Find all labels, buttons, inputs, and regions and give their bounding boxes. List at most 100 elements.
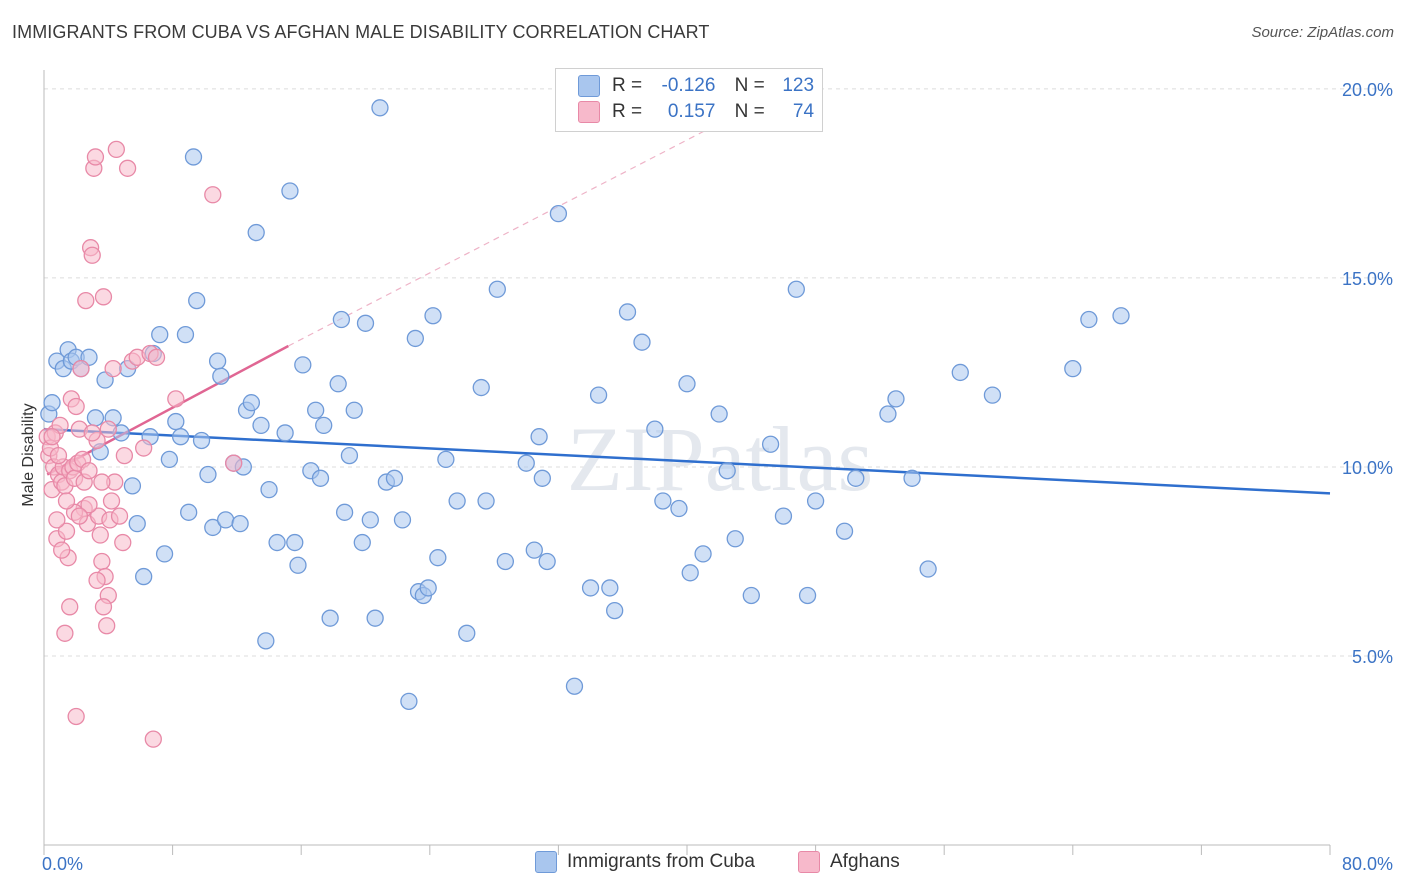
watermark: ZIPatlas (567, 408, 874, 510)
point-cuba (525, 541, 543, 559)
point-cuba (448, 492, 466, 510)
x-tick-label: 0.0% (42, 854, 83, 874)
point-cuba (242, 394, 261, 412)
trend-extension-afghans (288, 126, 713, 347)
point-cuba (393, 511, 412, 529)
bottom-legend-cuba: Immigrants from Cuba (535, 851, 755, 873)
point-afghans (114, 533, 132, 552)
point-afghans (94, 598, 113, 616)
legend-row-cuba: R = -0.126 N = 123 (578, 75, 814, 101)
point-cuba (315, 416, 333, 435)
point-afghans (43, 428, 61, 446)
point-afghans (67, 707, 85, 726)
point-cuba (798, 586, 817, 605)
legend-n-label: N = (734, 75, 765, 97)
legend-n-value: 74 (792, 101, 815, 123)
point-cuba (437, 450, 455, 469)
point-cuba (887, 390, 905, 408)
point-cuba (257, 632, 275, 650)
point-cuba (176, 325, 195, 344)
point-afghans (93, 552, 111, 571)
y-tick-label: 5.0% (1352, 647, 1393, 667)
point-afghans (49, 446, 68, 465)
point-cuba (606, 601, 624, 620)
point-cuba (276, 424, 294, 442)
point-cuba (135, 567, 153, 586)
chart-title: IMMIGRANTS FROM CUBA VS AFGHAN MALE DISA… (12, 22, 710, 42)
point-cuba (289, 556, 307, 574)
point-afghans (48, 511, 66, 529)
point-cuba (472, 378, 490, 397)
y-tick-label: 20.0% (1342, 80, 1393, 100)
point-cuba (847, 469, 865, 487)
point-cuba (406, 329, 424, 348)
point-cuba (1112, 307, 1130, 325)
point-afghans (98, 617, 116, 635)
point-cuba (681, 564, 699, 582)
point-cuba (321, 609, 339, 627)
point-cuba (128, 515, 146, 533)
point-cuba (366, 609, 384, 627)
point-cuba (329, 375, 347, 393)
point-cuba (589, 386, 608, 404)
trend-line-cuba (43, 427, 1331, 495)
point-cuba (774, 507, 793, 525)
legend-swatch-afghans (578, 101, 600, 123)
point-cuba (160, 450, 179, 469)
data-points (38, 99, 1130, 748)
point-cuba (549, 205, 568, 223)
point-cuba (458, 624, 476, 642)
point-afghans (110, 507, 129, 525)
point-cuba (345, 401, 363, 419)
point-afghans (144, 730, 162, 748)
point-afghans (118, 159, 137, 177)
point-afghans (147, 348, 166, 366)
point-cuba (400, 692, 418, 710)
point-cuba (171, 428, 190, 446)
point-cuba (1064, 360, 1082, 378)
point-cuba (294, 356, 312, 374)
point-afghans (115, 446, 134, 465)
point-cuba (371, 99, 389, 117)
point-cuba (268, 533, 286, 552)
point-cuba (356, 314, 375, 332)
point-afghans (56, 624, 74, 642)
point-cuba (212, 367, 230, 385)
point-afghans (57, 522, 76, 540)
point-cuba (488, 280, 506, 298)
point-cuba (903, 469, 921, 487)
point-cuba (533, 469, 551, 487)
y-tick-label: 15.0% (1342, 269, 1393, 289)
stats-legend: R = -0.126 N = 123 R = 0.157 N = 74 (555, 68, 823, 132)
point-afghans (107, 140, 125, 159)
point-cuba (208, 352, 227, 370)
point-cuba (424, 307, 442, 325)
tick-labels: 5.0% 10.0% 15.0% 20.0% 0.0% 80.0% (42, 80, 1393, 874)
point-cuba (517, 454, 535, 472)
grid-lines (44, 88, 1395, 657)
y-axis-label: Male Disability (20, 403, 37, 506)
point-cuba (167, 412, 185, 431)
point-afghans (93, 473, 111, 491)
point-cuba (787, 280, 805, 298)
point-afghans (83, 424, 101, 442)
legend-r-value: -0.126 (661, 75, 716, 97)
point-cuba (231, 515, 249, 533)
point-cuba (670, 499, 688, 518)
point-cuba (184, 148, 203, 166)
point-cuba (429, 549, 447, 567)
point-cuba (496, 552, 515, 571)
point-cuba (726, 530, 744, 548)
point-cuba (601, 579, 619, 597)
y-tick-label: 10.0% (1342, 458, 1393, 478)
point-cuba (353, 533, 371, 552)
point-afghans (70, 507, 89, 525)
point-cuba (260, 480, 278, 499)
point-afghans (67, 397, 85, 416)
point-cuba (199, 465, 217, 484)
x-tick-label: 80.0% (1342, 854, 1393, 874)
point-cuba (419, 579, 437, 597)
point-cuba (252, 416, 270, 435)
point-afghans (80, 496, 98, 514)
point-afghans (88, 571, 106, 590)
